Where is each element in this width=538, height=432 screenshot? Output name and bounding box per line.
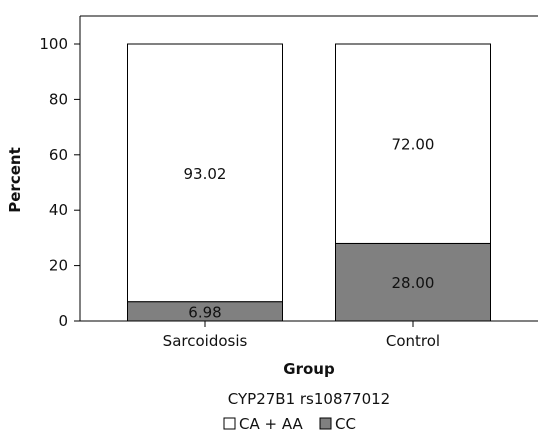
bar-ca-aa-sarcoidosis: [127, 43, 283, 303]
legend-label: CC: [335, 415, 356, 432]
legend: CA + AA CC: [223, 415, 356, 432]
bars: 6.98 93.02 28.00 72.00: [127, 43, 491, 322]
legend-swatch-cc: [319, 417, 332, 430]
data-label: 28.00: [392, 274, 435, 292]
x-tick-label: Control: [386, 332, 440, 350]
bar-ca-aa-control: [335, 43, 491, 244]
data-label: 93.02: [184, 165, 227, 183]
x-axis: Sarcoidosis Control: [163, 321, 440, 350]
data-label: 72.00: [392, 136, 435, 154]
x-tick-label: Sarcoidosis: [163, 332, 248, 350]
chart-caption: CYP27B1 rs10877012: [228, 390, 390, 408]
y-tick-label: 20: [49, 257, 68, 275]
data-label: 6.98: [188, 303, 221, 321]
y-tick-label: 60: [49, 146, 68, 164]
x-axis-title: Group: [283, 360, 335, 378]
y-tick-label: 100: [39, 35, 68, 53]
y-tick-label: 0: [58, 312, 68, 330]
y-axis-title: Percent: [6, 147, 24, 212]
y-tick-label: 80: [49, 90, 68, 108]
legend-label: CA + AA: [239, 415, 304, 432]
legend-swatch-ca-aa: [223, 417, 236, 430]
y-tick-label: 40: [49, 201, 68, 219]
bar-cc-control: [335, 242, 491, 322]
y-axis: 0 20 40 60 80 100: [39, 35, 80, 330]
